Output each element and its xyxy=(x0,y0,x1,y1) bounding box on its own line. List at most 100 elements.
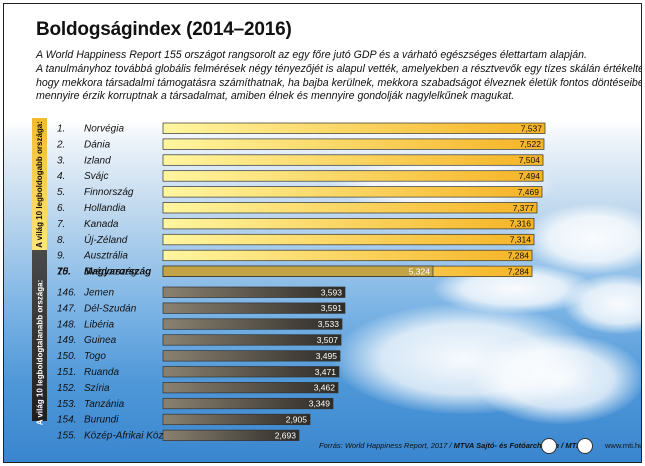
rank-label: 147. xyxy=(57,303,76,314)
rank-label: 6. xyxy=(57,203,65,214)
description-line: hogy mekkora társadalmi támogatásra szám… xyxy=(36,76,642,89)
bar xyxy=(162,413,311,426)
cloud-decoration xyxy=(524,204,641,274)
description-line: A World Happiness Report 155 országot ra… xyxy=(36,49,587,61)
rank-label: 3. xyxy=(57,155,65,166)
bar xyxy=(162,249,533,262)
rank-label: 10. xyxy=(57,267,71,278)
value-label: 7,494 xyxy=(519,171,541,181)
value-label: 2,693 xyxy=(275,430,297,440)
value-label: 7,284 xyxy=(508,251,530,261)
rank-label: 152. xyxy=(57,383,76,394)
country-label: Togo xyxy=(84,351,106,362)
description: A World Happiness Report 155 országot ra… xyxy=(36,49,642,104)
rank-label: 149. xyxy=(57,335,76,346)
rank-label: 146. xyxy=(57,288,76,299)
country-label: Dánia xyxy=(84,139,111,150)
country-label: Jemen xyxy=(83,288,114,299)
country-label: Finnország xyxy=(84,187,134,198)
bar xyxy=(162,202,538,214)
page-title: Boldogságindex (2014–2016) xyxy=(36,19,292,40)
rank-label: 148. xyxy=(57,319,76,330)
country-label: Ruanda xyxy=(84,367,119,378)
cloud-decoration xyxy=(474,334,641,424)
value-label: 3,462 xyxy=(314,383,336,393)
bar xyxy=(162,334,342,346)
country-label: Izland xyxy=(84,155,111,166)
rank-label: 8. xyxy=(57,235,65,246)
country-label: Burundi xyxy=(84,415,119,426)
bar xyxy=(162,366,340,378)
bar xyxy=(162,350,341,362)
value-label: 3,591 xyxy=(321,303,343,313)
country-label: Kanada xyxy=(84,219,119,230)
country-label: Hollandia xyxy=(84,203,126,214)
value-label: 2,905 xyxy=(286,415,308,425)
infographic-frame: Boldogságindex (2014–2016) A World Happi… xyxy=(3,3,642,463)
bar xyxy=(162,429,300,441)
value-label: 5,324 xyxy=(409,266,431,276)
value-label: 7,537 xyxy=(521,123,543,133)
rank-label: 151. xyxy=(57,367,76,378)
rank-label: 75. xyxy=(57,267,71,278)
source-text: Forrás: World Happiness Report, 2017 / xyxy=(319,441,452,450)
country-label: Közép-Afrikai Közt. xyxy=(84,431,169,442)
rank-label: 155. xyxy=(57,431,76,442)
bar xyxy=(162,233,535,246)
rank-label: 4. xyxy=(57,171,65,182)
bar xyxy=(162,170,544,182)
happiness-bar-chart: 1. Norvégia 7,537 2. Dánia 7,522 3. Izland 7,504… xyxy=(56,122,546,442)
rank-label: 9. xyxy=(57,251,65,262)
country-label: Tanzánia xyxy=(84,399,125,410)
rank-label: 153. xyxy=(57,399,76,410)
value-label: 7,314 xyxy=(510,235,532,245)
source-note: Forrás: World Happiness Report, 2017 / M… xyxy=(319,441,578,450)
rank-label: 7. xyxy=(57,219,65,230)
description-line: mennyire érzik korruptnak a társadalmat,… xyxy=(36,90,515,103)
value-label: 3,495 xyxy=(316,351,338,361)
value-label: 3,533 xyxy=(318,319,340,329)
bottom-group-sidebar xyxy=(32,250,47,421)
credit-text: MTVA Sajtó- és Fotóarchívum / MTI xyxy=(453,441,579,450)
bar xyxy=(162,154,544,166)
bar xyxy=(162,397,334,410)
country-label: Guinea xyxy=(84,335,117,346)
country-label: Dél-Szudán xyxy=(84,303,137,314)
bar xyxy=(162,218,535,230)
website-label: www.mti.hu xyxy=(605,441,642,450)
rank-label: 154. xyxy=(57,415,76,426)
country-label: Ausztrália xyxy=(83,251,128,262)
value-label: 3,471 xyxy=(315,367,337,377)
bar xyxy=(162,138,545,150)
value-label: 7,469 xyxy=(518,187,540,197)
bar xyxy=(162,186,543,198)
bar xyxy=(162,122,546,134)
value-label: 3,349 xyxy=(309,399,331,409)
rank-label: 1. xyxy=(57,124,65,135)
country-label: Svédország xyxy=(84,267,137,278)
value-label: 7,504 xyxy=(519,155,541,165)
value-label: 3,593 xyxy=(321,287,343,297)
mtva-logo-icon xyxy=(541,438,557,454)
mti-logo-icon xyxy=(577,438,593,454)
country-label: Új-Zéland xyxy=(84,233,128,246)
value-label: 7,284 xyxy=(508,266,530,276)
bar xyxy=(162,286,346,298)
bar xyxy=(162,265,434,277)
description-line: A tanulmányhoz továbbá globális felmérés… xyxy=(36,62,642,75)
bar xyxy=(162,302,346,314)
value-label: 7,316 xyxy=(510,219,532,229)
top-group-sidebar xyxy=(32,118,47,250)
rank-label: 2. xyxy=(56,139,65,150)
country-label: Svájc xyxy=(84,171,108,182)
country-label: Libéria xyxy=(84,319,114,330)
bar xyxy=(162,318,343,330)
bar xyxy=(162,382,339,394)
country-label: Norvégia xyxy=(84,124,124,135)
value-label: 7,377 xyxy=(513,203,535,213)
rank-label: 150. xyxy=(57,351,76,362)
value-label: 7,522 xyxy=(520,139,542,149)
value-label: 3,507 xyxy=(317,335,339,345)
country-label: Szíria xyxy=(84,383,110,394)
rank-label: 5. xyxy=(57,187,65,198)
